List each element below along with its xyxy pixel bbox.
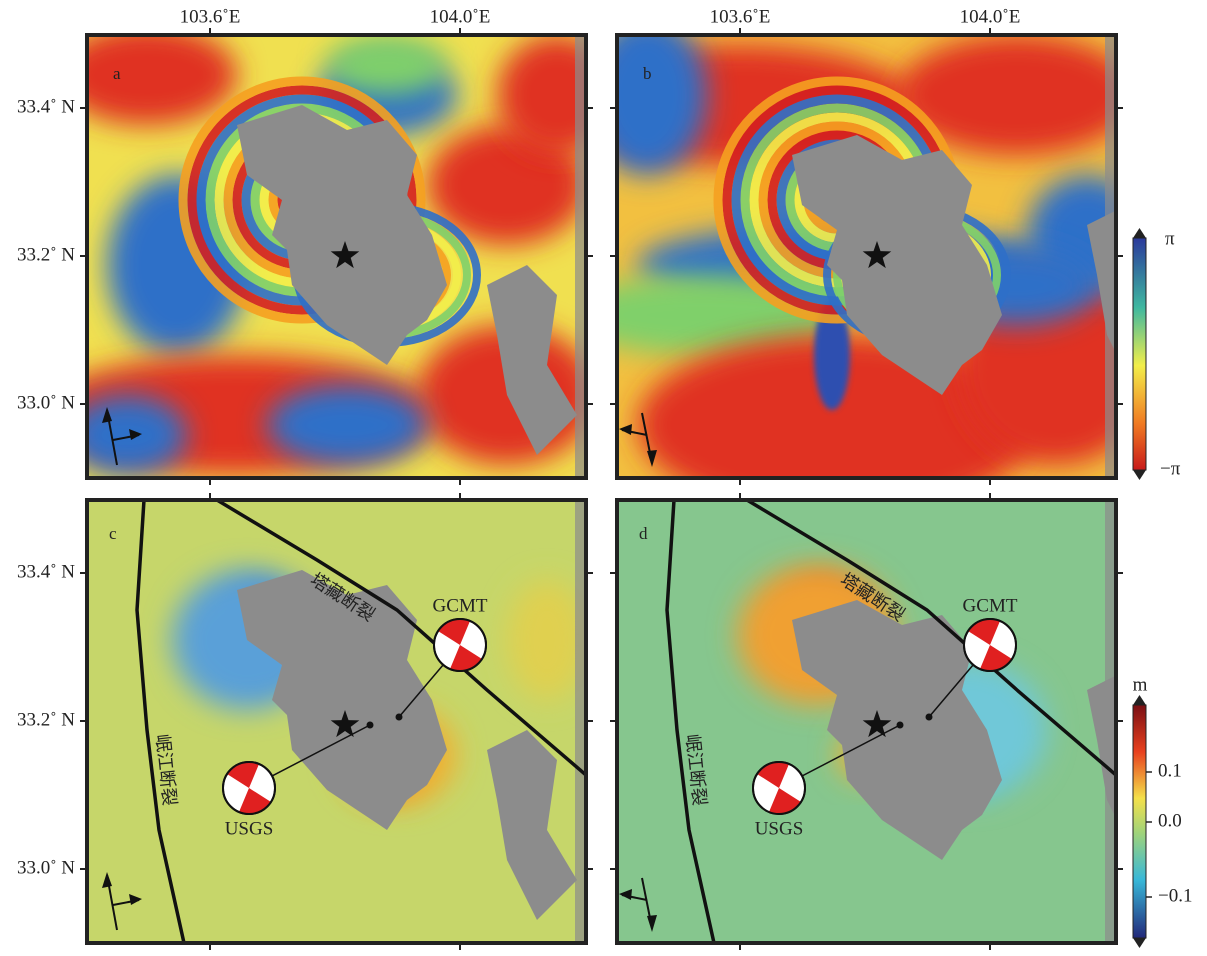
figure: a 103.6˚E 104.0˚E 33.4˚ N 33.2˚ N 33.0˚ N b 103…	[0, 0, 1207, 951]
epicenter-dot	[367, 722, 374, 729]
panel-label: c	[109, 524, 117, 543]
latitude-label: 33.2˚ N	[17, 709, 75, 730]
latitude-label: 33.4˚ N	[17, 561, 75, 582]
colorbar	[1133, 238, 1146, 470]
panel-label: b	[643, 64, 652, 83]
epicenter-dot	[897, 722, 904, 729]
colorbar-cap	[1133, 938, 1146, 948]
panel-label: a	[113, 64, 121, 83]
map-image	[617, 500, 1177, 943]
phase-blob	[57, 25, 237, 125]
mechanism-label: USGS	[225, 818, 274, 839]
panel-label: d	[639, 524, 648, 543]
latitude-label: 33.0˚ N	[17, 392, 75, 413]
epicenter-dot	[926, 714, 933, 721]
colorbar-tick-label: 0.0	[1158, 810, 1182, 831]
map-panel: b 103.6˚E 104.0˚E	[557, 6, 1177, 515]
colorbar	[1133, 705, 1146, 938]
phase-blob	[267, 385, 427, 465]
phase-blob	[587, 15, 707, 175]
mechanism-label: USGS	[755, 818, 804, 839]
colorbar-cap	[1133, 228, 1146, 238]
latitude-label: 33.0˚ N	[17, 857, 75, 878]
colorbar-cap	[1133, 695, 1146, 705]
longitude-label: 104.0˚E	[430, 6, 491, 27]
map-image	[37, 25, 617, 478]
mechanism-label: GCMT	[963, 595, 1018, 616]
colorbar-label: π	[1165, 228, 1175, 249]
colorbar-tick-label: 0.1	[1158, 760, 1182, 781]
epicenter-dot	[396, 714, 403, 721]
longitude-label: 104.0˚E	[960, 6, 1021, 27]
mechanism-label: GCMT	[433, 595, 488, 616]
map-image	[557, 15, 1177, 515]
longitude-label: 103.6˚E	[710, 6, 771, 27]
latitude-label: 33.4˚ N	[17, 96, 75, 117]
longitude-label: 103.6˚E	[180, 6, 241, 27]
map-panel: a 103.6˚E 104.0˚E 33.4˚ N 33.2˚ N 33.0˚ N	[17, 6, 617, 485]
colorbar-unit: m	[1133, 674, 1148, 695]
page: {"axes": {"longitude_labels": ["103.6˚E"…	[0, 0, 1207, 951]
phase-blob	[497, 35, 617, 155]
colorbar-label: −π	[1160, 458, 1181, 479]
colorbar-tick-label: −0.1	[1158, 885, 1192, 906]
colorbar-cap	[1133, 470, 1146, 480]
latitude-label: 33.2˚ N	[17, 244, 75, 265]
